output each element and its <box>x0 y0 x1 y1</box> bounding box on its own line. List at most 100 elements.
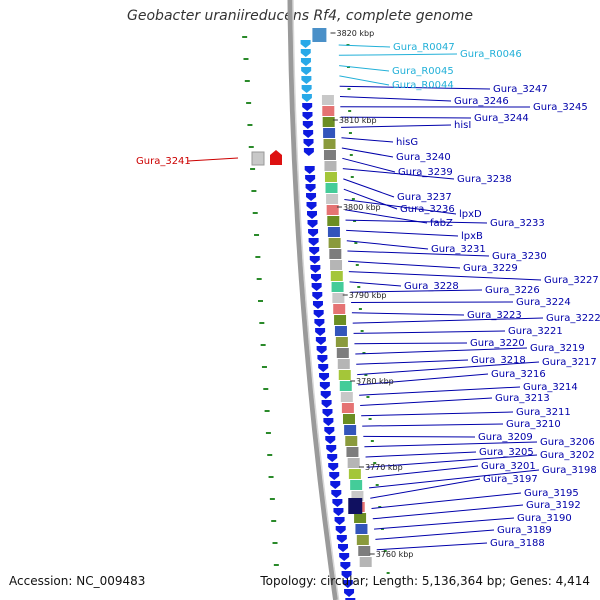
gene-arrow <box>320 391 331 399</box>
gene-arrow <box>335 526 346 534</box>
cog-block <box>327 216 340 226</box>
leader-line <box>344 199 457 215</box>
tick-mark <box>264 410 270 412</box>
tick-mark <box>383 550 387 552</box>
leader-line <box>375 529 495 540</box>
cog-block <box>334 315 347 325</box>
cog-block <box>333 304 346 314</box>
cog-block <box>354 513 367 523</box>
tick-mark <box>251 190 257 192</box>
gene-label: lpxD <box>459 209 482 220</box>
cog-block <box>348 469 361 479</box>
leader-line <box>369 469 540 489</box>
gene-arrow <box>323 418 334 426</box>
leader-line <box>374 517 515 530</box>
gene-label: Gura_3221 <box>508 326 563 337</box>
cog-block <box>334 326 347 336</box>
leader-line <box>372 504 524 520</box>
gene-arrow <box>303 139 314 147</box>
gene-label: Gura_3206 <box>540 437 595 448</box>
gene-arrow <box>302 103 313 111</box>
tick-mark <box>247 124 253 126</box>
backbone-highlight <box>292 0 340 600</box>
genome-title: Geobacter uraniireducens Rf4, complete g… <box>127 8 473 24</box>
cog-block <box>338 370 351 380</box>
gene-label: Gura_3244 <box>474 113 529 124</box>
label-leader-lines <box>338 44 544 551</box>
tick-mark <box>243 58 249 60</box>
leader-line <box>339 96 452 102</box>
gene-label: Gura_3223 <box>467 310 522 321</box>
cog-block <box>342 414 355 424</box>
gene-arrow <box>310 265 321 273</box>
gene-arrow <box>327 454 338 462</box>
cog-block <box>331 282 344 292</box>
tick-mark <box>259 322 265 324</box>
gene-label: Gura_3240 <box>396 152 451 163</box>
gene-label: Gura_3211 <box>516 407 571 418</box>
gene-arrow <box>301 85 312 93</box>
cog-block <box>355 524 368 534</box>
gene-arrow <box>308 238 319 246</box>
tick-mark <box>263 388 269 390</box>
leader-line <box>345 219 488 224</box>
leader-line <box>343 188 398 210</box>
leader-line <box>351 301 514 303</box>
cog-block <box>351 491 364 501</box>
leader-line <box>364 441 538 448</box>
gene-label: hisG <box>396 137 418 148</box>
gene-labels: Gura_R0047 Gura_R0046 Gura_R0045 Gura_R0044… <box>392 42 600 549</box>
cog-block <box>323 150 336 160</box>
gene-label: Gura_3192 <box>526 500 581 511</box>
backbone-line <box>287 0 339 600</box>
leader-line <box>340 116 472 119</box>
leader-line <box>356 359 469 365</box>
leader-line <box>365 451 477 458</box>
cog-block <box>322 106 335 116</box>
gene-label: Gura_3217 <box>542 357 597 368</box>
cog-block <box>358 546 371 556</box>
cog-block <box>332 293 345 303</box>
gene-label: Gura_3219 <box>530 343 585 354</box>
kbp-label: 3760 kbp <box>376 550 414 559</box>
leader-line <box>352 317 544 324</box>
tick-mark <box>358 308 362 310</box>
leader-line <box>346 229 459 237</box>
cog-block <box>322 117 335 127</box>
cog-block <box>326 205 339 215</box>
cog-block <box>356 535 369 545</box>
tick-mark <box>273 564 279 566</box>
gene-label: lpxB <box>461 231 483 242</box>
gene-label: Gura_3233 <box>490 218 545 229</box>
leader-line <box>339 75 390 86</box>
gene-arrow <box>334 517 345 525</box>
leader-line <box>362 423 504 427</box>
cog-block <box>323 139 336 149</box>
gene-arrow <box>317 355 328 363</box>
gene-label: Gura_3214 <box>523 382 578 393</box>
gene-arrow <box>301 67 312 75</box>
tick-mark <box>351 198 355 200</box>
gene-label: Gura_3229 <box>463 263 518 274</box>
gene-label: Gura_3238 <box>457 174 512 185</box>
tick-mark <box>375 484 379 486</box>
cog-block <box>330 260 343 270</box>
gene-label: Gura_3218 <box>471 355 526 366</box>
tick-mark <box>258 300 263 302</box>
kbp-label: 3820 kbp <box>337 29 375 38</box>
highlighted-gene: Gura_3241 <box>136 150 282 167</box>
kbp-label: 3770 kbp <box>365 463 403 472</box>
leader-line <box>359 386 521 396</box>
gene-arrow <box>309 256 320 264</box>
leader-line <box>358 373 489 386</box>
cog-block <box>335 337 348 347</box>
gene-arrow <box>300 40 311 48</box>
cog-block <box>337 359 350 369</box>
leader-line <box>339 85 491 90</box>
cog-block <box>348 498 363 514</box>
cog-block <box>359 557 372 567</box>
leader-line <box>354 342 468 345</box>
gene-arrow <box>331 490 342 498</box>
cog-block <box>321 95 334 105</box>
